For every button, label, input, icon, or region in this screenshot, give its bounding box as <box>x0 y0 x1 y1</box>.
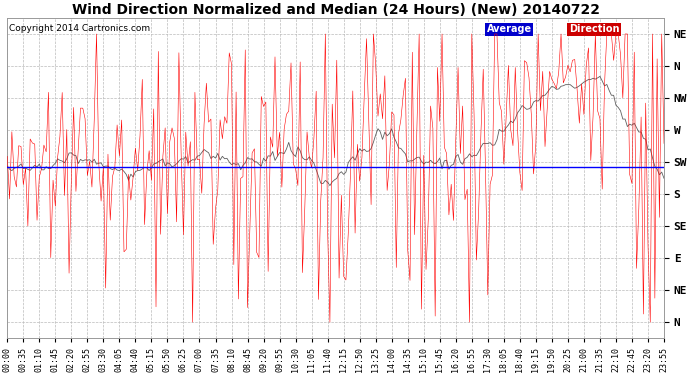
Text: Copyright 2014 Cartronics.com: Copyright 2014 Cartronics.com <box>8 24 150 33</box>
Title: Wind Direction Normalized and Median (24 Hours) (New) 20140722: Wind Direction Normalized and Median (24… <box>72 3 600 17</box>
Text: Average: Average <box>486 24 532 34</box>
Text: Direction: Direction <box>569 24 620 34</box>
